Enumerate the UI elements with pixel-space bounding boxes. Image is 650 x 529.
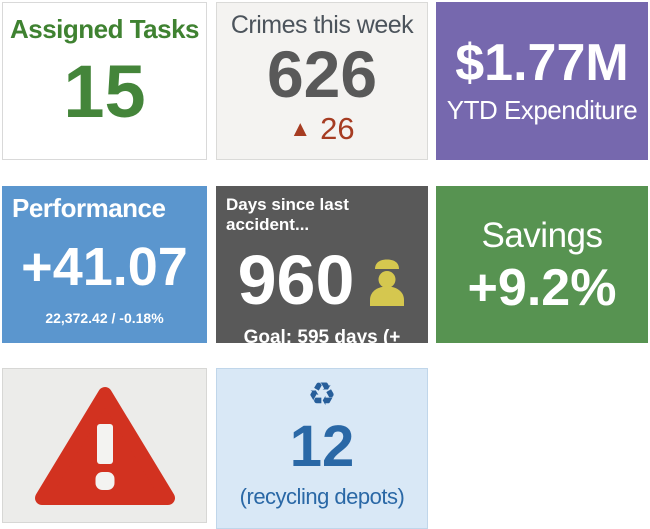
accident-goal: Goal: 595 days (+ 161.3%)	[243, 327, 401, 370]
performance-value: +41.07	[21, 237, 188, 297]
card-savings: Savings +9.2%	[436, 186, 648, 343]
card-performance: Performance +41.07 22,372.42 / -0.18%	[2, 186, 207, 343]
assigned-tasks-title: Assigned Tasks	[9, 14, 200, 44]
card-recycling-depots: ♻ 12 (recycling depots)	[216, 368, 428, 529]
warning-triangle-icon	[33, 384, 177, 508]
recycle-icon: ♻	[307, 376, 337, 412]
crimes-delta: ▲ 26	[289, 113, 354, 144]
triangle-up-icon: ▲	[289, 115, 312, 141]
performance-title: Performance	[12, 193, 166, 223]
savings-title: Savings	[481, 215, 603, 255]
crimes-delta-value: 26	[320, 111, 355, 147]
accident-value: 960	[237, 241, 355, 319]
savings-value: +9.2%	[467, 258, 617, 317]
performance-detail: 22,372.42 / -0.18%	[45, 310, 164, 326]
expenditure-value: $1.77M	[455, 33, 629, 92]
worker-icon	[368, 258, 406, 306]
assigned-tasks-value: 15	[63, 50, 146, 133]
expenditure-label: YTD Expenditure	[446, 94, 638, 125]
crimes-value: 626	[266, 37, 378, 111]
card-days-since-accident: Days since last accident... 960 Goal: 59…	[216, 186, 428, 370]
crimes-title: Crimes this week	[230, 11, 414, 39]
card-crimes-this-week: Crimes this week 626 ▲ 26	[216, 2, 428, 160]
card-assigned-tasks: Assigned Tasks 15	[2, 2, 207, 160]
recycling-value: 12	[289, 414, 355, 480]
recycling-label: (recycling depots)	[239, 484, 405, 510]
accident-value-row: 960	[216, 245, 428, 315]
card-warning	[2, 368, 207, 523]
accident-title: Days since last accident...	[226, 195, 349, 234]
card-ytd-expenditure: $1.77M YTD Expenditure	[436, 2, 648, 160]
